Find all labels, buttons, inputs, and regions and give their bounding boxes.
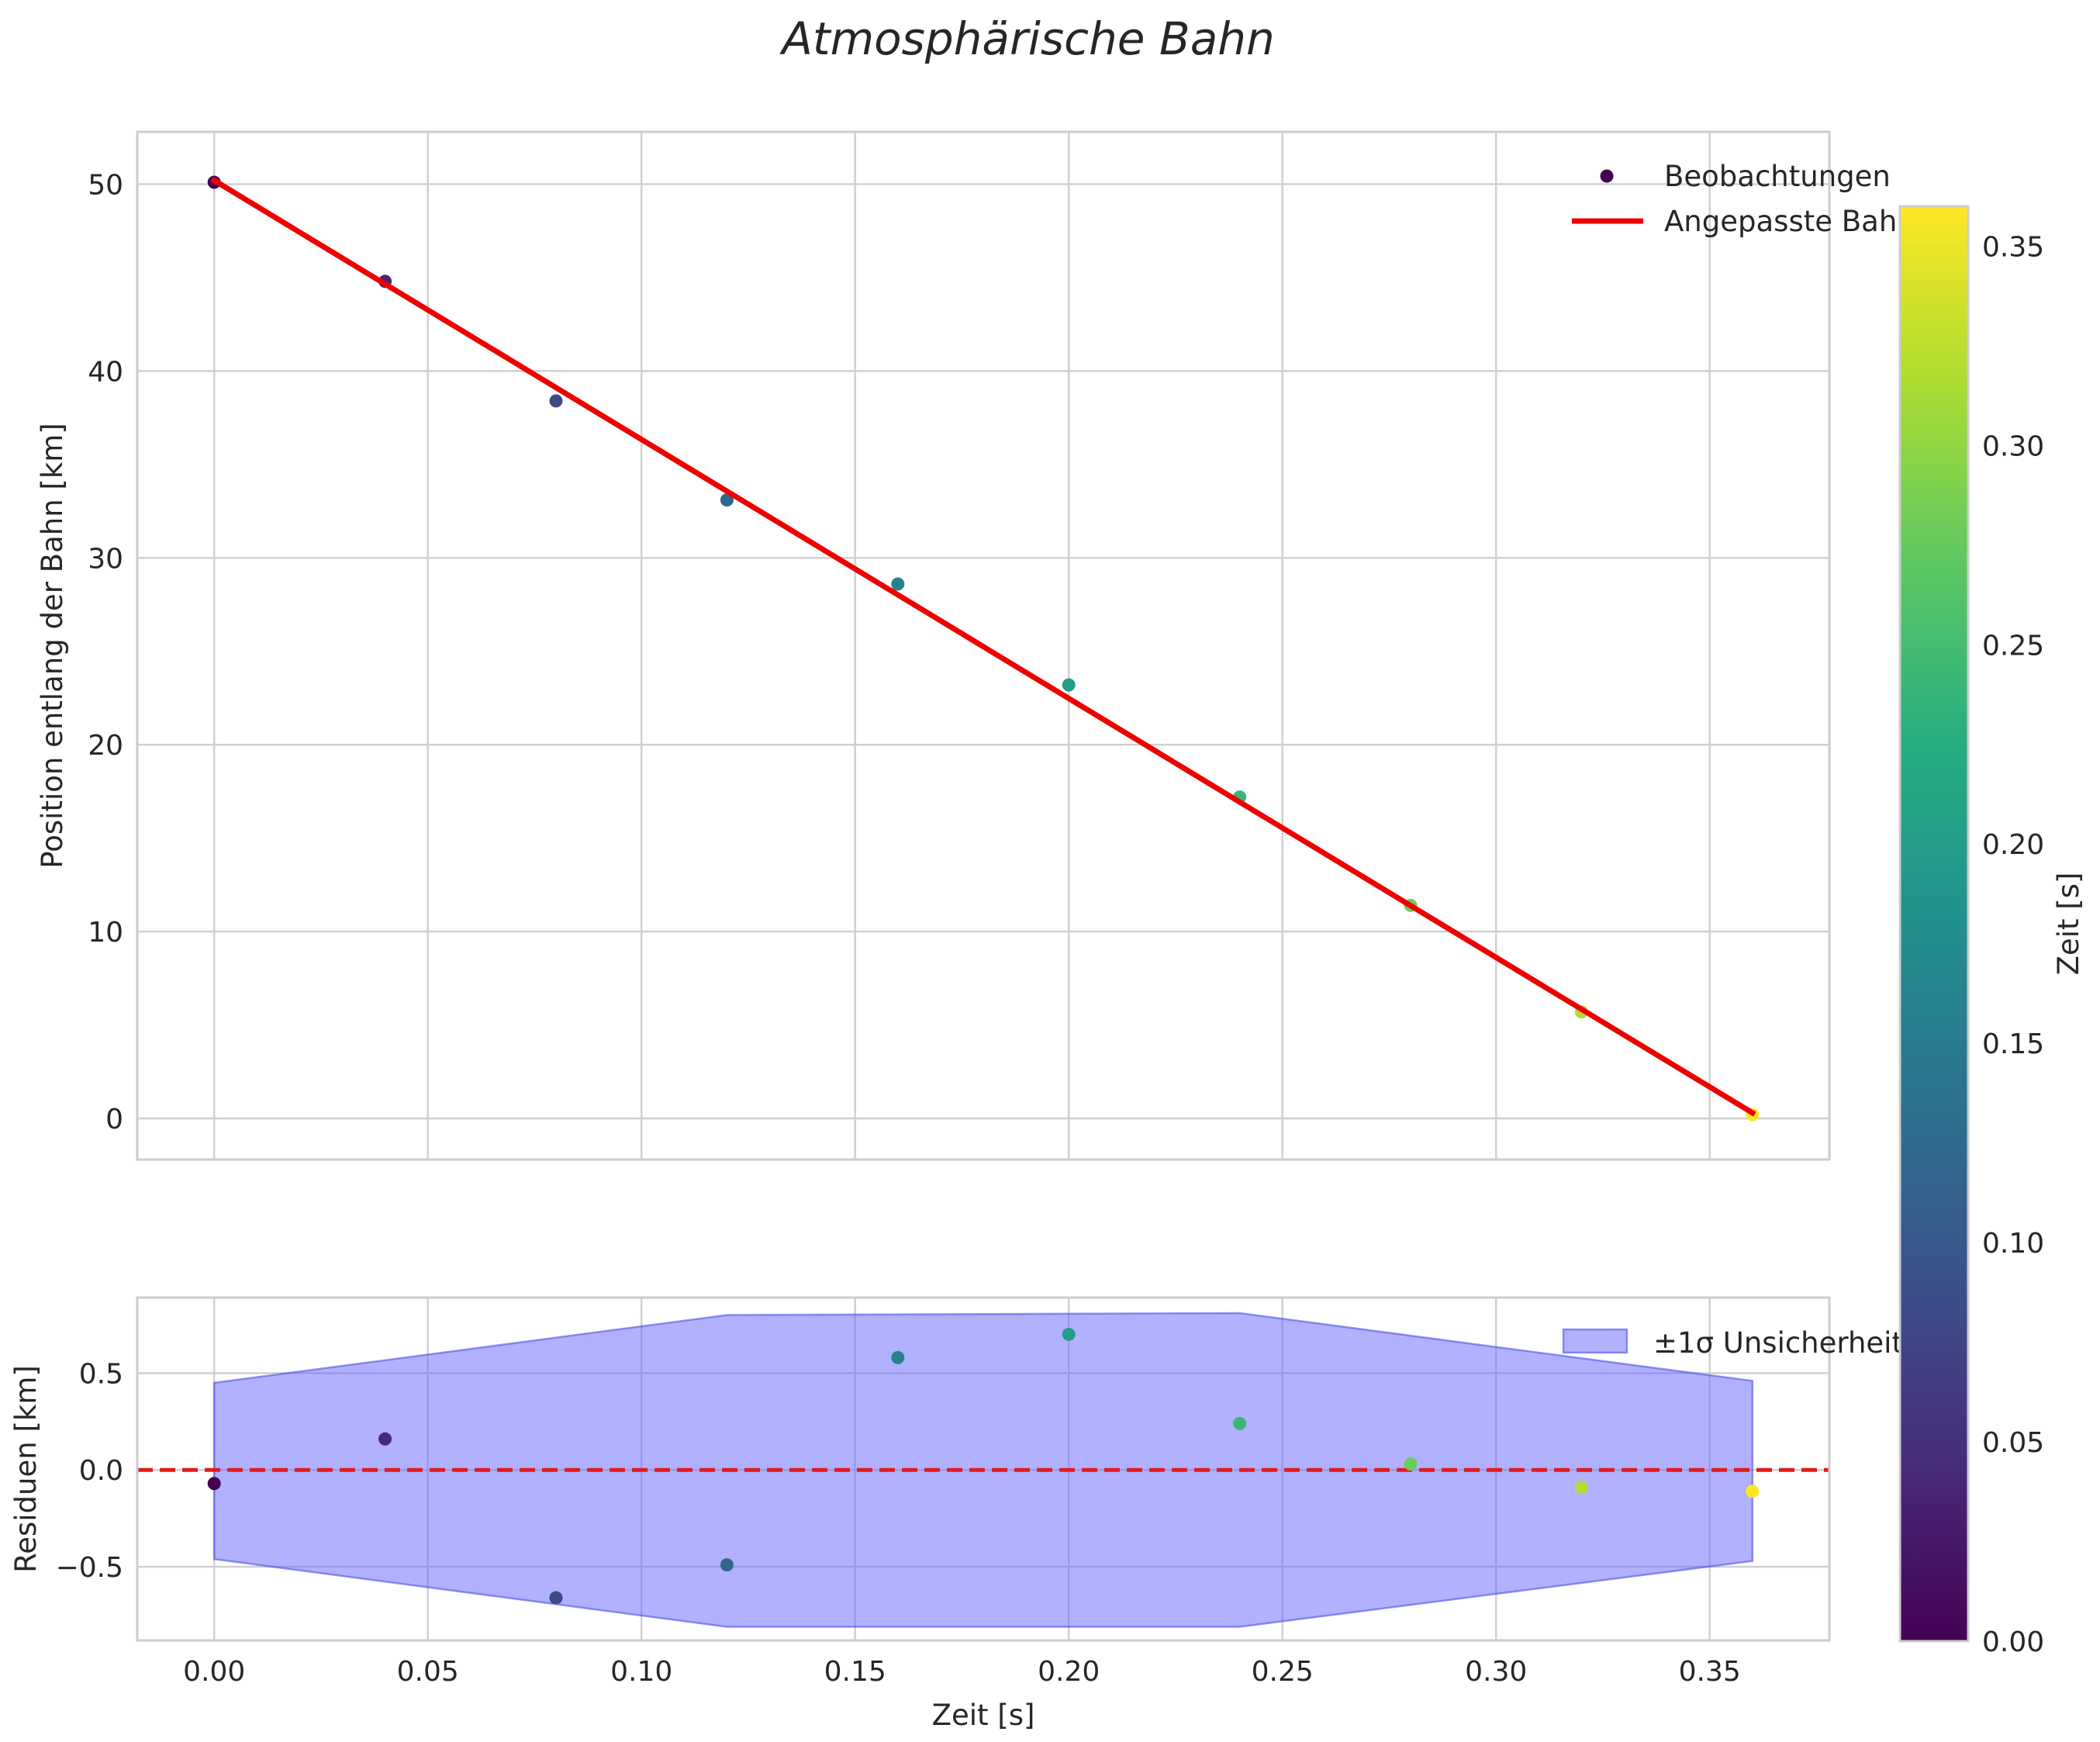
data-point: [207, 1477, 221, 1491]
colorbar-tick-label: 0.05: [1982, 1427, 2044, 1459]
chart-title: Atmosphärische Bahn: [779, 12, 1275, 65]
data-point: [549, 1591, 563, 1605]
data-point: [1062, 1327, 1076, 1341]
data-point: [1233, 1416, 1247, 1430]
x-tick-label: 0.20: [1038, 1656, 1100, 1688]
colorbar-tick-label: 0.00: [1982, 1626, 2044, 1658]
x-axis-label: Zeit [s]: [932, 1699, 1035, 1732]
data-point: [891, 577, 905, 591]
data-point: [891, 1350, 905, 1364]
y-tick-label: 30: [88, 543, 123, 575]
data-point: [1062, 678, 1076, 692]
colorbar-tick-label: 0.20: [1982, 829, 2044, 861]
data-point: [1746, 1485, 1760, 1498]
colorbar-frame: [1898, 205, 1970, 1643]
colorbar-label: Zeit [s]: [2052, 873, 2085, 976]
x-tick-label: 0.30: [1465, 1656, 1527, 1688]
bottom-panel: −0.5 0.0 0.5 0.00 0.05 0.10 0.15 0.20 0.25 0.30 0.…: [9, 1296, 1903, 1732]
colorbar-tick-label: 0.15: [1982, 1028, 2044, 1060]
axes-frame: [136, 1296, 1831, 1642]
legend: Beobachtungen Angepasste Bahn: [1572, 160, 1915, 238]
legend-swatch-band: [1562, 1328, 1629, 1354]
legend: ±1σ Unsicherheit: [1562, 1326, 1903, 1360]
y-axis-label: Position entlang der Bahn [km]: [36, 423, 69, 868]
y-tick-label: 50: [88, 169, 123, 201]
colorbar-scale: [1900, 206, 1968, 1641]
legend-marker-observations: [1600, 169, 1614, 183]
data-point: [720, 1558, 734, 1572]
data-point: [1404, 1457, 1418, 1471]
legend-label: ±1σ Unsicherheit: [1653, 1326, 1903, 1360]
x-tick-label: 0.15: [824, 1656, 886, 1688]
y-tick-label: 20: [88, 730, 123, 762]
colorbar-tick-label: 0.25: [1982, 630, 2044, 662]
data-point: [720, 493, 734, 507]
data-point: [1574, 1481, 1588, 1495]
colorbar-tick-label: 0.30: [1982, 430, 2044, 462]
x-tick-label: 0.10: [610, 1656, 672, 1688]
y-tick-label: −0.5: [56, 1552, 123, 1584]
x-tick-label: 0.35: [1679, 1656, 1741, 1688]
axes-frame: [136, 130, 1831, 1161]
colorbar-tick-label: 0.35: [1982, 231, 2044, 263]
data-point: [549, 394, 563, 408]
data-point: [378, 1432, 392, 1446]
fitted-line: [210, 176, 1756, 1117]
y-tick-label: 40: [88, 356, 123, 388]
x-tick-label: 0.25: [1252, 1656, 1314, 1688]
colorbar-tick-label: 0.10: [1982, 1228, 2044, 1260]
legend-label: Angepasste Bahn: [1664, 205, 1915, 238]
top-panel: 0 10 20 30 40 50 Position entlang der Bahn [km…: [36, 130, 1915, 1161]
y-tick-label: 0: [105, 1104, 123, 1135]
y-axis-label: Residuen [km]: [9, 1365, 43, 1573]
y-tick-label: 10: [88, 917, 123, 949]
x-tick-label: 0.05: [397, 1656, 459, 1688]
y-tick-label: 0.5: [79, 1358, 123, 1390]
y-tick-label: 0.0: [79, 1455, 123, 1487]
x-tick-label: 0.00: [183, 1656, 245, 1688]
colorbar: 0.00 0.05 0.10 0.15 0.20 0.25 0.30 0.35 Zeit [s]: [1898, 205, 2085, 1658]
legend-label: Beobachtungen: [1664, 160, 1891, 193]
